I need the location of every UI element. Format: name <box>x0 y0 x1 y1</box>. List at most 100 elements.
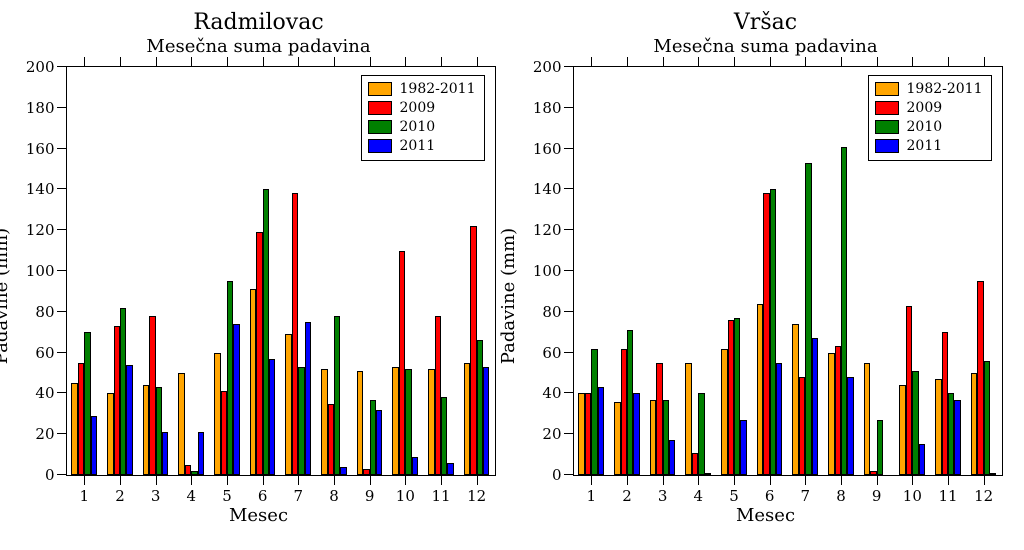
y-tick <box>57 433 67 434</box>
x-tick <box>698 475 699 485</box>
x-tick <box>877 475 878 485</box>
y-tick-label: 200 <box>26 58 55 76</box>
plot-area: Padavine (mm) 1982-2011 2009 2010 2011 0… <box>521 66 1011 526</box>
x-tick-label: 12 <box>974 487 993 505</box>
bar <box>698 393 704 475</box>
panel-titles: Vršac Mesečna suma padavina <box>521 10 1011 58</box>
bar <box>340 467 346 475</box>
x-tick <box>984 57 985 67</box>
x-tick-label: 11 <box>431 487 450 505</box>
x-axis-label: Mesec <box>14 505 504 526</box>
legend-item: 2010 <box>368 118 476 137</box>
bar <box>483 367 489 475</box>
y-tick <box>564 148 574 149</box>
x-tick <box>734 475 735 485</box>
y-tick-label: 20 <box>542 425 561 443</box>
x-tick <box>334 57 335 67</box>
x-tick-label: 2 <box>115 487 125 505</box>
x-tick <box>591 57 592 67</box>
y-tick-label: 40 <box>542 384 561 402</box>
bar <box>334 316 340 475</box>
x-tick <box>912 475 913 485</box>
legend-item: 2010 <box>875 118 983 137</box>
bar <box>705 473 711 475</box>
x-tick <box>405 475 406 485</box>
y-tick <box>564 270 574 271</box>
panel-title-sub: Mesečna suma padavina <box>521 36 1011 58</box>
y-tick <box>564 229 574 230</box>
x-tick <box>405 57 406 67</box>
x-tick-label: 3 <box>658 487 668 505</box>
y-tick <box>57 66 67 67</box>
x-tick <box>805 475 806 485</box>
y-tick-label: 160 <box>26 140 55 158</box>
x-tick <box>120 475 121 485</box>
x-tick-label: 7 <box>801 487 811 505</box>
axes-box: 1982-2011 2009 2010 2011 020406080100120… <box>66 66 496 476</box>
legend-label: 2009 <box>907 99 943 118</box>
x-tick-label: 7 <box>294 487 304 505</box>
x-tick <box>120 57 121 67</box>
bar <box>162 432 168 475</box>
x-tick <box>298 475 299 485</box>
x-tick <box>591 475 592 485</box>
x-tick <box>441 475 442 485</box>
y-tick-label: 80 <box>35 303 54 321</box>
x-tick <box>84 475 85 485</box>
x-tick <box>948 57 949 67</box>
x-tick-label: 9 <box>872 487 882 505</box>
x-tick <box>770 57 771 67</box>
x-tick <box>263 475 264 485</box>
bar <box>447 463 453 475</box>
x-tick-label: 8 <box>329 487 339 505</box>
y-tick-label: 0 <box>45 466 55 484</box>
x-tick <box>984 475 985 485</box>
bar <box>178 373 184 475</box>
x-tick <box>263 57 264 67</box>
legend-item: 1982-2011 <box>875 80 983 99</box>
x-tick-label: 8 <box>836 487 846 505</box>
legend-item: 1982-2011 <box>368 80 476 99</box>
legend-item: 2009 <box>368 99 476 118</box>
legend-label: 1982-2011 <box>907 80 983 99</box>
y-tick-label: 60 <box>542 344 561 362</box>
bar <box>305 322 311 475</box>
y-tick-label: 160 <box>533 140 562 158</box>
x-tick-label: 6 <box>765 487 775 505</box>
legend: 1982-2011 2009 2010 2011 <box>868 75 992 161</box>
y-tick <box>564 474 574 475</box>
y-tick-label: 40 <box>35 384 54 402</box>
y-tick <box>57 229 67 230</box>
bar <box>864 363 870 475</box>
x-axis-label: Mesec <box>521 505 1011 526</box>
x-tick <box>841 475 842 485</box>
y-tick <box>564 433 574 434</box>
y-tick <box>57 107 67 108</box>
y-tick <box>564 311 574 312</box>
x-tick-label: 9 <box>365 487 375 505</box>
y-tick-label: 100 <box>26 262 55 280</box>
bar <box>776 363 782 475</box>
legend-swatch <box>875 101 899 115</box>
x-tick <box>370 57 371 67</box>
y-tick-label: 140 <box>533 180 562 198</box>
x-tick <box>627 57 628 67</box>
bar <box>598 387 604 475</box>
y-tick <box>564 352 574 353</box>
bar <box>812 338 818 475</box>
bar <box>633 393 639 475</box>
x-tick <box>370 475 371 485</box>
x-tick-label: 3 <box>151 487 161 505</box>
y-axis-label: Padavine (mm) <box>498 228 519 364</box>
x-tick-label: 4 <box>187 487 197 505</box>
x-tick <box>841 57 842 67</box>
y-tick-label: 100 <box>533 262 562 280</box>
y-tick-label: 80 <box>542 303 561 321</box>
y-tick-label: 120 <box>533 221 562 239</box>
bar <box>357 371 363 475</box>
bar <box>877 420 883 475</box>
y-tick-label: 200 <box>533 58 562 76</box>
panel-title-main: Vršac <box>521 10 1011 36</box>
y-tick <box>57 392 67 393</box>
bar <box>91 416 97 475</box>
